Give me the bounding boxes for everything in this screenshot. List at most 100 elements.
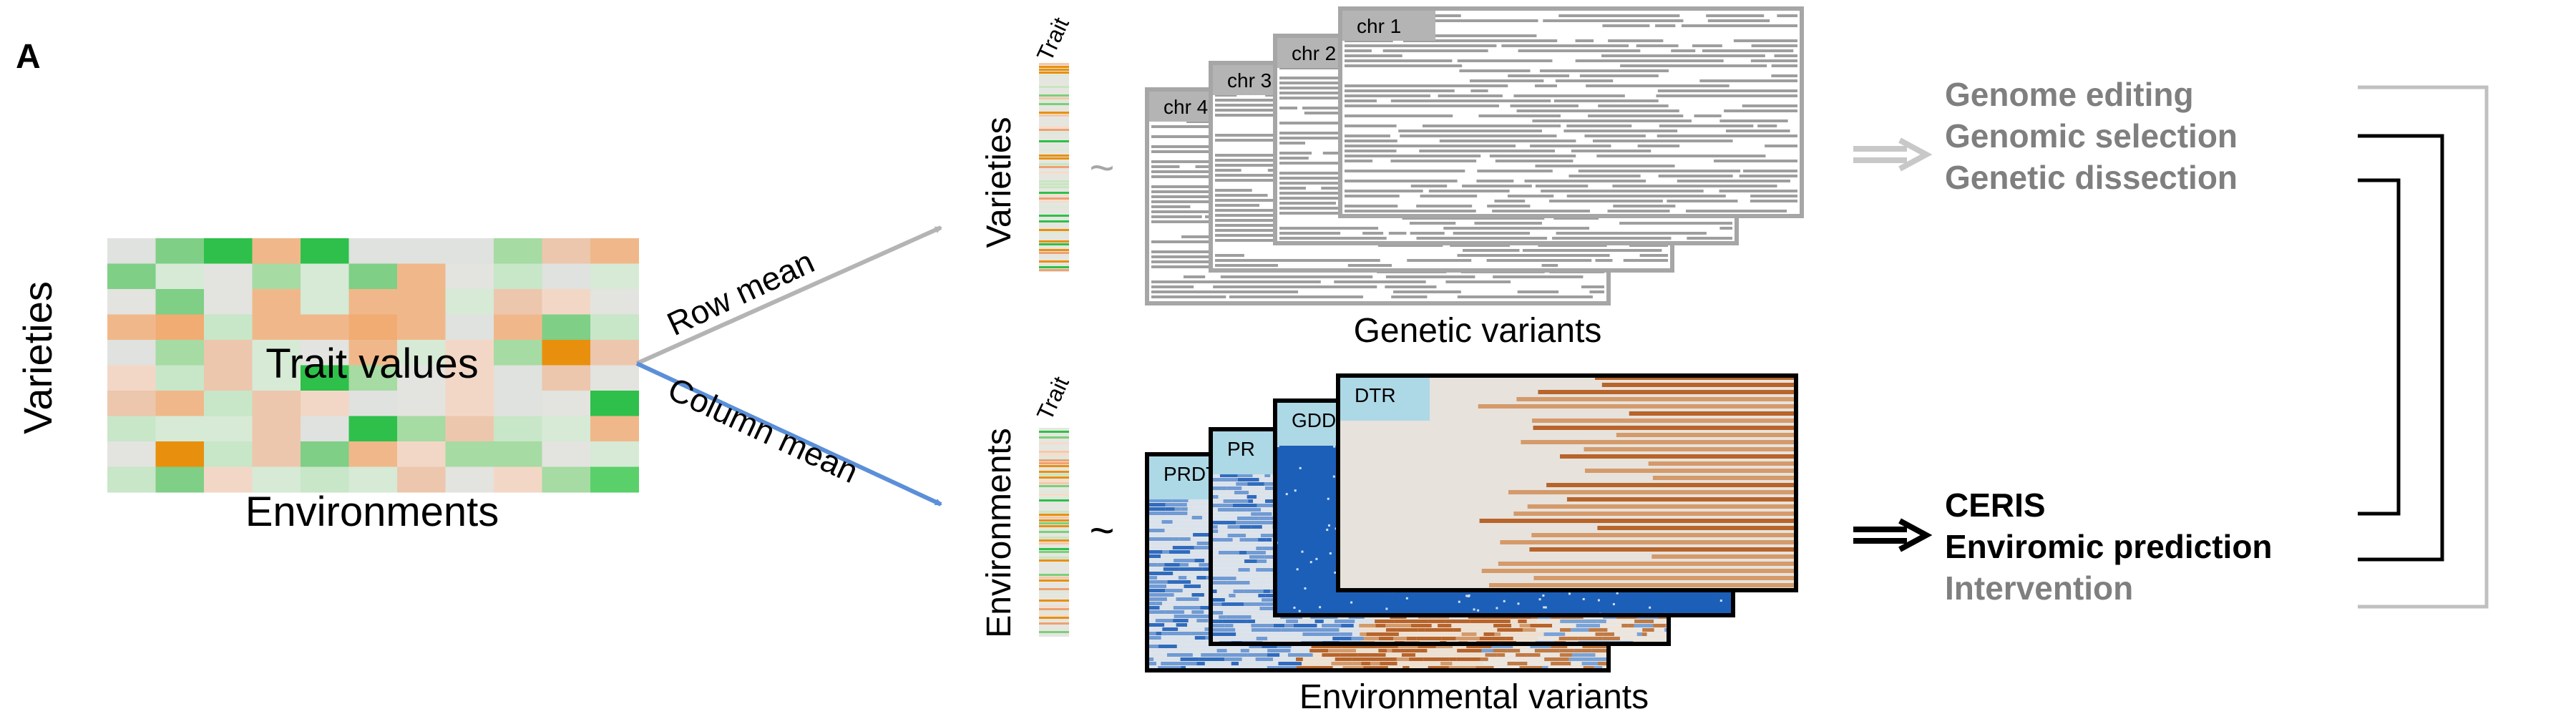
heatmap-cell <box>301 238 349 264</box>
heatmap-cell <box>204 441 253 467</box>
genetic-variants-stack: chr 4 chr 3 chr 2 chr 1 <box>1145 6 1804 305</box>
heatmap-cell <box>348 416 398 442</box>
heatmap-cell <box>348 441 398 467</box>
env-tilde: ~ <box>1089 507 1114 554</box>
heatmap-cell <box>155 416 205 442</box>
heatmap-cell <box>494 391 542 416</box>
heatmap-cell <box>301 314 349 341</box>
panel-label: A <box>16 38 41 76</box>
heatmap-cell <box>445 441 494 467</box>
heatmap-cell <box>542 466 591 493</box>
heatmap-cell <box>155 238 205 264</box>
env-param-label: GDD <box>1292 409 1336 431</box>
heatmap-cell <box>204 314 253 341</box>
heatmap-cell <box>252 416 301 442</box>
env-trait-label: Trait <box>1032 373 1074 424</box>
heatmap-cell <box>542 416 591 442</box>
heatmap-cell <box>252 391 301 416</box>
heatmap-cell <box>494 238 542 264</box>
row-mean-arrow <box>635 225 942 366</box>
heatmap-cell <box>397 289 446 315</box>
heatmap-cell <box>107 416 156 442</box>
heatmap-cell <box>445 314 494 341</box>
heatmap-cell <box>155 289 205 315</box>
heatmap-cell <box>301 441 349 467</box>
heatmap-cell <box>155 391 205 416</box>
heatmap-cell <box>155 365 205 391</box>
heatmap-cell <box>252 466 301 493</box>
heatmap-cell <box>590 340 639 366</box>
heatmap-cell <box>542 314 591 341</box>
heatmap-cell <box>348 238 398 264</box>
bracket-outer <box>2358 85 2489 609</box>
heatmap-cell <box>301 466 349 493</box>
heatmap-cell <box>494 289 542 315</box>
heatmap-cell <box>348 391 398 416</box>
heatmap-cell <box>494 365 542 391</box>
heatmap-cell <box>397 263 446 290</box>
heatmap-cell <box>107 466 156 493</box>
heatmap-cell <box>445 365 494 391</box>
heatmap-cell <box>445 466 494 493</box>
heatmap-cell <box>348 340 398 366</box>
trait-values-label: Trait values <box>265 341 479 387</box>
heatmap-cell <box>590 263 639 290</box>
heatmap-cell <box>301 365 349 391</box>
chromosome-label: chr 4 <box>1163 96 1208 118</box>
heatmap-cell <box>204 238 253 264</box>
heatmap-cell <box>252 238 301 264</box>
genetic-trait-label: Trait <box>1032 14 1074 65</box>
heatmap-cell <box>107 289 156 315</box>
heatmap-cell <box>590 441 639 467</box>
heatmap-cell <box>155 466 205 493</box>
heatmap-cell <box>301 289 349 315</box>
heatmap-cell <box>494 314 542 341</box>
heatmap-cell <box>445 416 494 442</box>
heatmap-cell <box>494 263 542 290</box>
heatmap-cell <box>590 238 639 264</box>
heatmap-cell <box>301 263 349 290</box>
environmental-outcome-arrow <box>1853 518 1933 552</box>
bracket-inner <box>2358 178 2401 516</box>
app-intervention: Intervention <box>1945 569 2133 607</box>
heatmap-cell <box>252 340 301 366</box>
heatmap-cell <box>397 314 446 341</box>
heatmap-cell <box>204 263 253 290</box>
genetic-trait-bar <box>1039 63 1069 272</box>
app-genome-editing: Genome editing <box>1945 76 2194 113</box>
env-param-label: DTR <box>1355 384 1396 406</box>
heatmap-cell <box>301 391 349 416</box>
heatmap-cell <box>348 289 398 315</box>
heatmap-cell <box>204 391 253 416</box>
heatmap-cell <box>397 391 446 416</box>
heatmap-cell <box>397 441 446 467</box>
heatmap-cell <box>590 289 639 315</box>
env-param-label: PR <box>1227 438 1255 460</box>
bracket-middle <box>2358 134 2444 562</box>
heatmap-cell <box>348 314 398 341</box>
chromosome-label: chr 2 <box>1292 42 1336 64</box>
heatmap-cell <box>204 365 253 391</box>
heatmap-cell <box>590 416 639 442</box>
chromosome-label: chr 3 <box>1227 69 1272 92</box>
heatmap-cell <box>542 340 591 366</box>
column-mean-label: Column mean <box>663 370 864 490</box>
heatmap-cell <box>494 340 542 366</box>
heatmap-cell <box>301 340 349 366</box>
heatmap-cell <box>348 263 398 290</box>
heatmap-cell <box>155 441 205 467</box>
heatmap-cell <box>397 416 446 442</box>
heatmap-cell <box>445 238 494 264</box>
heatmap-cell <box>494 416 542 442</box>
heatmap-cell <box>155 340 205 366</box>
heatmap-cell <box>107 238 156 264</box>
genetic-panel: chr 1 <box>1338 6 1804 218</box>
genetic-outcome-arrow <box>1853 137 1933 172</box>
heatmap-cell <box>107 340 156 366</box>
heatmap-cell <box>590 466 639 493</box>
genetic-caption: Genetic variants <box>1354 312 1602 350</box>
heatmap-cell <box>348 365 398 391</box>
heatmap-cell <box>252 314 301 341</box>
app-genetic-dissection: Genetic dissection <box>1945 159 2238 196</box>
